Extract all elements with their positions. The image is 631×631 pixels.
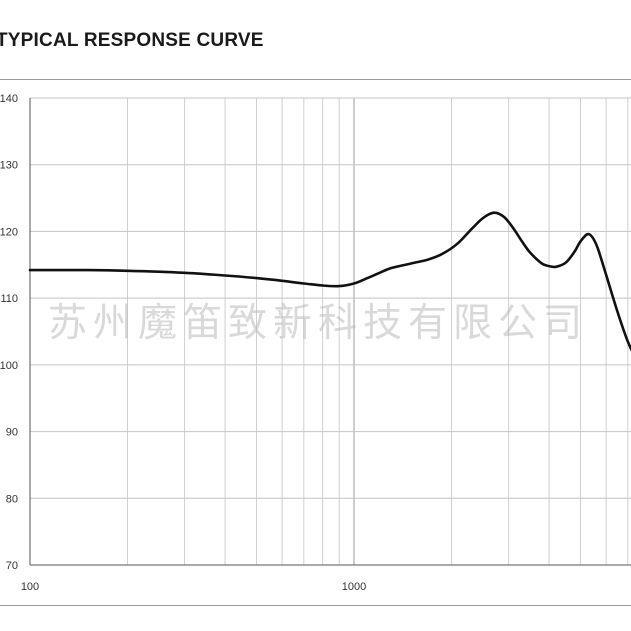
y-tick-label: 140 — [0, 93, 18, 105]
x-tick-label: 100 — [21, 581, 39, 593]
y-tick-label: 110 — [0, 293, 18, 305]
y-tick-labels: 70 80 90 100 110 120 130 140 — [0, 93, 18, 572]
axes — [29, 98, 631, 566]
title-divider — [0, 79, 631, 80]
y-tick-label: 80 — [6, 493, 18, 505]
y-tick-label: 130 — [0, 160, 18, 172]
y-tick-label: 100 — [0, 360, 18, 372]
bottom-divider — [0, 605, 631, 606]
y-tick-label: 70 — [6, 560, 18, 572]
chart-title: TYPICAL RESPONSE CURVE — [0, 30, 264, 51]
y-tick-label: 120 — [0, 226, 18, 238]
y-tick-label: 90 — [6, 427, 18, 439]
x-tick-labels: 100 1000 — [21, 581, 366, 593]
horizontal-gridlines — [30, 97, 631, 566]
series-layer — [28, 211, 631, 352]
series-line — [28, 211, 631, 352]
x-tick-label: 1000 — [342, 581, 366, 593]
vertical-gridlines — [29, 98, 629, 565]
watermark-text: 苏州魔笛致新科技有限公司 — [48, 301, 589, 346]
